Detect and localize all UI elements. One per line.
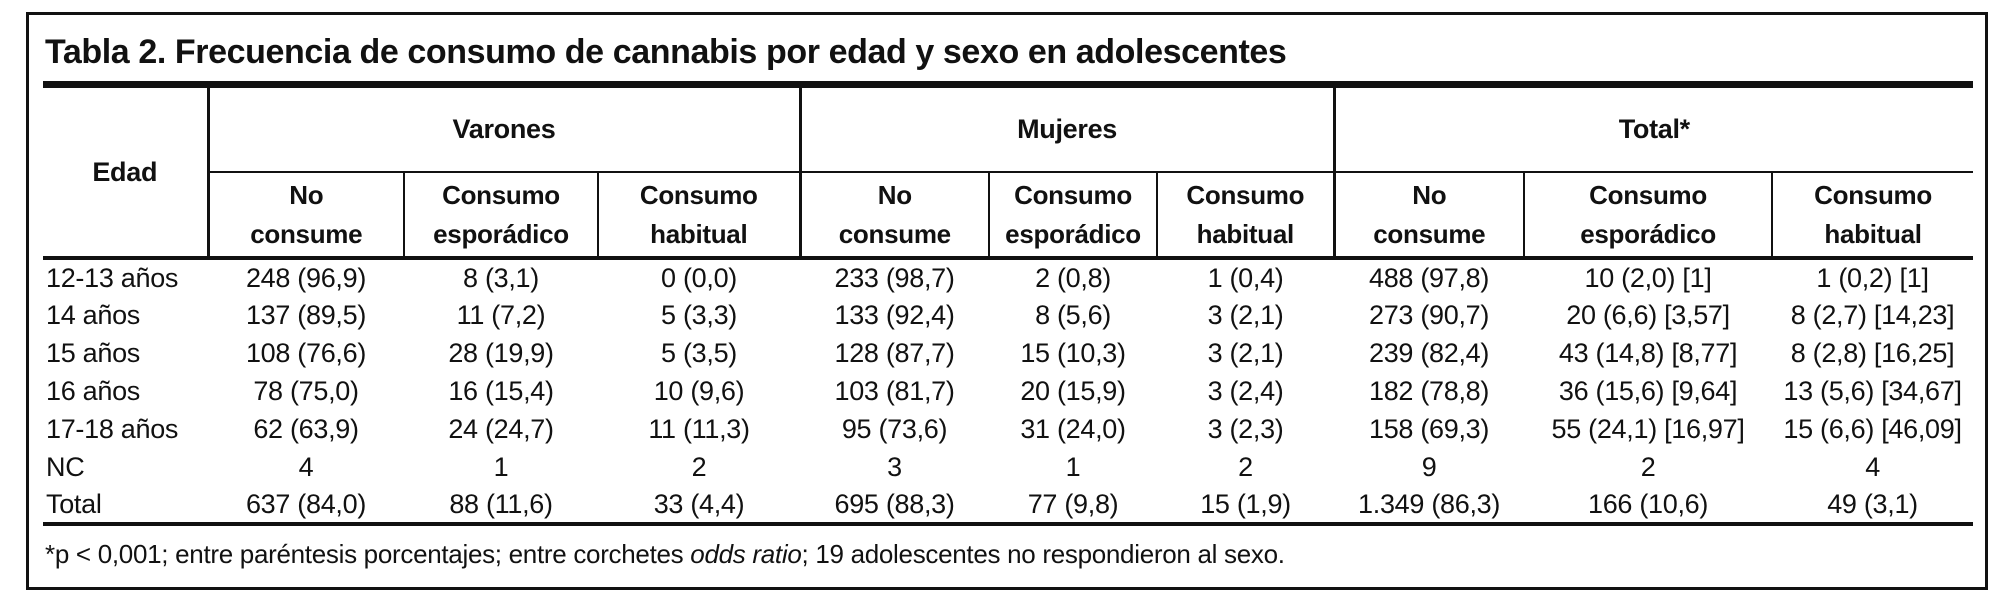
row-label: 14 años bbox=[46, 299, 140, 330]
table-row-total: Total 637 (84,0) 88 (11,6) 33 (4,4) 695 … bbox=[43, 486, 1974, 526]
cell: 166 (10,6) bbox=[1524, 486, 1773, 526]
cell: 24 (24,7) bbox=[448, 413, 554, 444]
cell: 11 (7,2) bbox=[456, 299, 546, 330]
subheader-mujeres-habitual: Consumo habitual bbox=[1156, 172, 1335, 260]
cell: 3 bbox=[887, 451, 902, 482]
table-row: 12-13 años 248 (96,9) 8 (3,1) 0 (0,0) 23… bbox=[43, 258, 1973, 296]
row-label: 17-18 años bbox=[46, 413, 179, 444]
cell: 233 (98,7) bbox=[834, 262, 955, 293]
cell: 16 (15,4) bbox=[448, 375, 554, 406]
cell: 128 (87,7) bbox=[834, 337, 955, 368]
table-row: NC 4 1 2 3 1 2 9 2 4 bbox=[43, 448, 1973, 486]
cell: 1 (0,2) [1] bbox=[1816, 262, 1929, 293]
title-rule bbox=[43, 81, 1973, 88]
table-row: 15 años 108 (76,6) 28 (19,9) 5 (3,5) 128… bbox=[43, 334, 1973, 372]
row-label: 12-13 años bbox=[46, 262, 179, 293]
cell: 55 (24,1) [16,97] bbox=[1551, 413, 1745, 444]
cell: 108 (76,6) bbox=[245, 337, 367, 368]
cell: 5 (3,5) bbox=[661, 337, 737, 368]
cell: 8 (2,8) [16,25] bbox=[1790, 337, 1955, 368]
subheader-varones-esporadico: Consumo esporádico bbox=[403, 172, 598, 260]
cell: 33 (4,4) bbox=[598, 486, 801, 526]
cell: 3 (2,3) bbox=[1207, 413, 1284, 444]
subheader-varones-habitual: Consumo habitual bbox=[596, 172, 801, 260]
cell: 43 (14,8) [8,77] bbox=[1558, 337, 1738, 368]
table-title: Tabla 2. Frecuencia de consumo de cannab… bbox=[45, 33, 1287, 71]
cell: 1 bbox=[1065, 451, 1081, 482]
cell: 9 bbox=[1421, 451, 1437, 482]
subheader-total-no-consume: No consume bbox=[1332, 172, 1525, 260]
cell: 11 (11,3) bbox=[648, 413, 750, 444]
cell: 15 (6,6) [46,09] bbox=[1783, 413, 1962, 444]
cell: 8 (5,6) bbox=[1035, 299, 1111, 330]
cell: 137 (89,5) bbox=[245, 299, 367, 330]
cell: 49 (3,1) bbox=[1772, 486, 1974, 526]
cell: 182 (78,8) bbox=[1369, 375, 1490, 406]
table-row: 16 años 78 (75,0) 16 (15,4) 10 (9,6) 103… bbox=[43, 372, 1973, 410]
cell: 2 bbox=[691, 451, 707, 482]
footnote-text-2: ; 19 adolescentes no respondieron al sex… bbox=[801, 539, 1285, 569]
cell: 2 bbox=[1238, 451, 1253, 482]
cell: 8 (2,7) [14,23] bbox=[1790, 299, 1955, 330]
cell: 0 (0,0) bbox=[661, 262, 737, 293]
cell: 1.349 (86,3) bbox=[1334, 486, 1525, 526]
table-row: 14 años 137 (89,5) 11 (7,2) 5 (3,3) 133 … bbox=[43, 296, 1973, 334]
cell: 15 (10,3) bbox=[1020, 337, 1126, 368]
cell: 78 (75,0) bbox=[253, 375, 359, 406]
cell: 28 (19,9) bbox=[448, 337, 554, 368]
subheader-total-habitual: Consumo habitual bbox=[1771, 172, 1974, 260]
cell: 8 (3,1) bbox=[463, 262, 539, 293]
subheader-mujeres-no-consume: No consume bbox=[798, 172, 990, 260]
cell: 1 bbox=[493, 451, 509, 482]
row-label: 16 años bbox=[46, 375, 140, 406]
cell: 13 (5,6) [34,67] bbox=[1783, 375, 1962, 406]
footnote: *p < 0,001; entre paréntesis porcentajes… bbox=[45, 539, 1973, 570]
cell: 695 (88,3) bbox=[800, 486, 990, 526]
footnote-text-1: *p < 0,001; entre paréntesis porcentajes… bbox=[45, 539, 691, 569]
cell: 5 (3,3) bbox=[661, 299, 737, 330]
cell: 239 (82,4) bbox=[1369, 337, 1490, 368]
footnote-italic-odds-ratio: odds ratio bbox=[690, 539, 802, 569]
cell: 20 (15,9) bbox=[1020, 375, 1126, 406]
cell: 36 (15,6) [9,64] bbox=[1558, 375, 1738, 406]
row-label: Total bbox=[43, 486, 208, 526]
cell: 158 (69,3) bbox=[1369, 413, 1490, 444]
group-header-varones: Varones bbox=[206, 88, 801, 173]
subheader-varones-no-consume: No consume bbox=[206, 172, 404, 260]
cell: 15 (1,9) bbox=[1157, 486, 1335, 526]
cell: 2 bbox=[1640, 451, 1656, 482]
row-label: 15 años bbox=[46, 337, 140, 368]
row-label: NC bbox=[46, 451, 85, 482]
cell: 3 (2,1) bbox=[1207, 299, 1284, 330]
cell: 77 (9,8) bbox=[989, 486, 1158, 526]
subheader-total-esporadico: Consumo esporádico bbox=[1523, 172, 1773, 260]
cell: 133 (92,4) bbox=[834, 299, 955, 330]
cell: 3 (2,1) bbox=[1207, 337, 1284, 368]
cell: 20 (6,6) [3,57] bbox=[1566, 299, 1730, 330]
table-figure: Tabla 2. Frecuencia de consumo de cannab… bbox=[26, 12, 1988, 590]
subheader-mujeres-esporadico: Consumo esporádico bbox=[988, 172, 1158, 260]
cell: 31 (24,0) bbox=[1020, 413, 1126, 444]
cell: 88 (11,6) bbox=[404, 486, 598, 526]
cell: 4 bbox=[298, 451, 314, 482]
cell: 248 (96,9) bbox=[245, 262, 367, 293]
group-header-total: Total* bbox=[1332, 88, 1974, 173]
data-table: Edad Varones Mujeres Total* No consume C… bbox=[43, 88, 1974, 526]
group-header-mujeres: Mujeres bbox=[798, 88, 1335, 173]
cell: 637 (84,0) bbox=[208, 486, 404, 526]
column-header-edad: Edad bbox=[43, 88, 208, 260]
cell: 3 (2,4) bbox=[1207, 375, 1284, 406]
table-row: 17-18 años 62 (63,9) 24 (24,7) 11 (11,3)… bbox=[43, 410, 1973, 448]
cell: 62 (63,9) bbox=[253, 413, 359, 444]
cell: 95 (73,6) bbox=[841, 413, 948, 444]
cell: 2 (0,8) bbox=[1035, 262, 1111, 293]
cell: 1 (0,4) bbox=[1207, 262, 1284, 293]
cell: 103 (81,7) bbox=[834, 375, 955, 406]
cell: 4 bbox=[1865, 451, 1880, 482]
cell: 488 (97,8) bbox=[1369, 262, 1490, 293]
cell: 10 (2,0) [1] bbox=[1584, 262, 1712, 293]
cell: 273 (90,7) bbox=[1369, 299, 1490, 330]
cell: 10 (9,6) bbox=[653, 375, 745, 406]
